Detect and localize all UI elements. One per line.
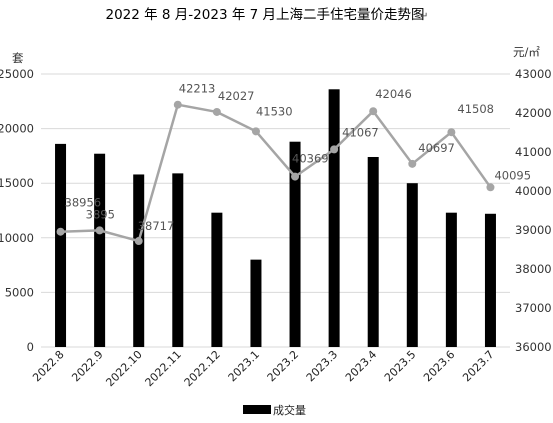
data-label: 42213 bbox=[179, 82, 216, 96]
price-line bbox=[60, 103, 492, 243]
line-point bbox=[330, 145, 339, 154]
left-tick-label: 20000 bbox=[0, 122, 34, 136]
line-point bbox=[173, 100, 182, 109]
line-point bbox=[251, 127, 260, 136]
legend-swatch-bar bbox=[243, 405, 271, 414]
line-point bbox=[95, 226, 104, 235]
bar bbox=[289, 141, 301, 347]
category-label: 2023.2 bbox=[265, 348, 301, 384]
line-point bbox=[56, 227, 65, 236]
left-tick-label: 0 bbox=[27, 340, 34, 354]
category-label: 2022.9 bbox=[69, 348, 105, 384]
data-label: 41067 bbox=[342, 125, 379, 139]
line-point bbox=[408, 159, 417, 168]
bar bbox=[445, 212, 457, 347]
data-label: 38956 bbox=[65, 196, 102, 210]
right-tick-label: 40000 bbox=[515, 184, 552, 198]
category-label: 2022.10 bbox=[103, 348, 144, 389]
line-point bbox=[447, 128, 456, 137]
category-label: 2022.8 bbox=[30, 348, 66, 384]
category-label: 2023.6 bbox=[421, 348, 457, 384]
category-label: 2023.4 bbox=[343, 348, 379, 384]
category-label: 2023.3 bbox=[304, 348, 340, 384]
right-tick-label: 37000 bbox=[515, 301, 552, 315]
chart-title: 2022 年 8 月-2023 年 7 月上海二手住宅量价走势图 bbox=[105, 7, 424, 23]
bar bbox=[484, 213, 496, 347]
bar bbox=[328, 89, 340, 348]
legend: 成交量 bbox=[243, 403, 306, 417]
title-return-mark: ↵ bbox=[420, 11, 428, 22]
right-tick-label: 43000 bbox=[515, 67, 552, 81]
category-label: 2023.1 bbox=[226, 348, 262, 384]
category-label: 2023.7 bbox=[460, 348, 496, 384]
left-tick-label: 15000 bbox=[0, 176, 34, 190]
left-tick-label: 10000 bbox=[0, 231, 34, 245]
right-axis-ticks: 36000 37000 38000 39000 40000 41000 42000 43000 bbox=[515, 67, 552, 354]
data-label: 41530 bbox=[256, 104, 293, 118]
right-tick-label: 41000 bbox=[515, 145, 552, 159]
bar bbox=[406, 183, 418, 347]
category-label: 2022.12 bbox=[182, 348, 223, 389]
line-point bbox=[134, 237, 143, 246]
bar bbox=[211, 212, 223, 347]
category-label: 2023.5 bbox=[382, 348, 418, 384]
right-tick-label: 39000 bbox=[515, 223, 552, 237]
data-label: 3895 bbox=[86, 207, 115, 221]
bar bbox=[172, 173, 184, 347]
line-point bbox=[486, 183, 495, 192]
bar bbox=[367, 156, 379, 347]
bar bbox=[55, 143, 67, 347]
left-axis-ticks: 0 5000 10000 15000 20000 25000 bbox=[0, 67, 34, 354]
data-label: 40369 bbox=[292, 152, 329, 166]
bar bbox=[250, 259, 262, 347]
right-axis-unit: 元/㎡ bbox=[513, 45, 540, 59]
bar bbox=[94, 153, 106, 347]
bar bbox=[133, 174, 145, 347]
data-label: 40697 bbox=[418, 141, 455, 155]
left-tick-label: 5000 bbox=[5, 285, 34, 299]
category-label: 2022.11 bbox=[143, 348, 184, 389]
legend-label-bar: 成交量 bbox=[273, 403, 306, 417]
right-tick-label: 42000 bbox=[515, 106, 552, 120]
bar-series bbox=[55, 89, 496, 348]
line-point bbox=[369, 107, 378, 116]
right-tick-label: 38000 bbox=[515, 262, 552, 276]
line-point bbox=[291, 172, 300, 181]
data-label: 42046 bbox=[375, 87, 412, 101]
right-tick-label: 36000 bbox=[515, 340, 552, 354]
left-tick-label: 25000 bbox=[0, 67, 34, 81]
data-label: 38717 bbox=[138, 219, 175, 233]
data-label: 41508 bbox=[457, 102, 494, 116]
gridlines bbox=[41, 73, 510, 348]
data-label: 40095 bbox=[494, 168, 531, 182]
line-point bbox=[212, 107, 221, 116]
left-axis-unit: 套 bbox=[12, 51, 24, 65]
data-label: 42027 bbox=[218, 89, 255, 103]
